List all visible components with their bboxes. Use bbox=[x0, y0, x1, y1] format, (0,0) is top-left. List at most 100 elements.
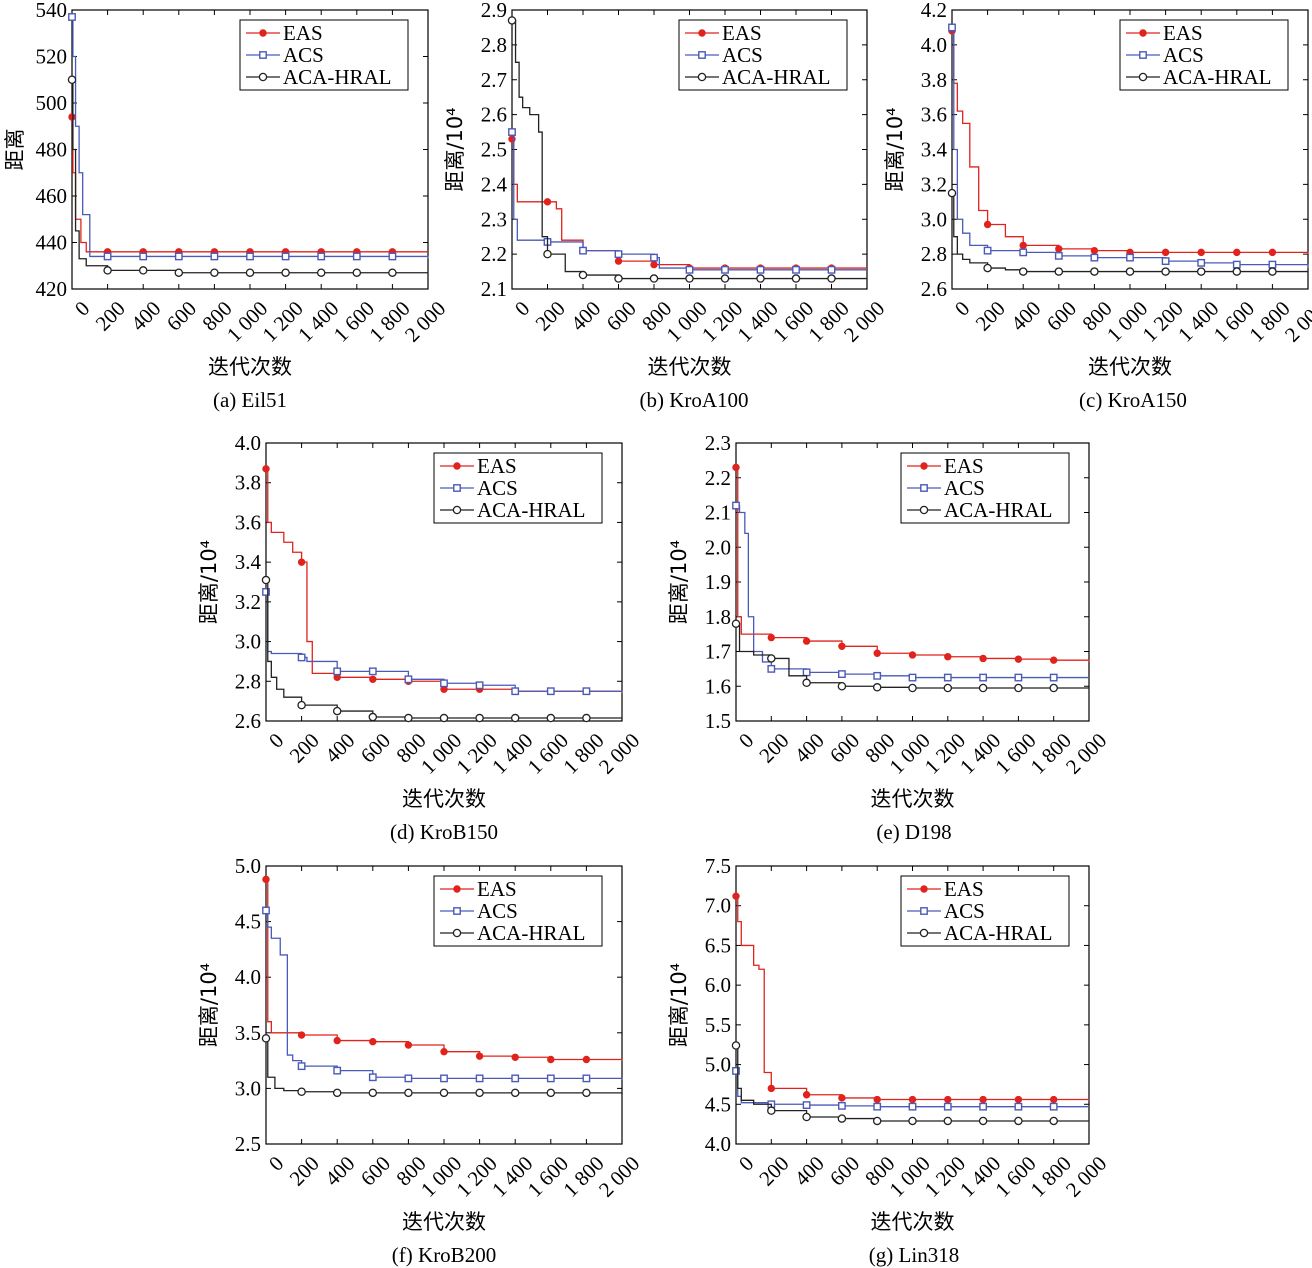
y-tick-label: 2.8 bbox=[481, 33, 507, 57]
y-tick-label: 2.5 bbox=[235, 1132, 261, 1156]
y-tick-label: 2.6 bbox=[921, 277, 947, 301]
series-marker-eas bbox=[614, 257, 623, 265]
x-tick-label: 0 bbox=[510, 296, 534, 320]
x-axis-label: 迭代次数 bbox=[871, 1210, 955, 1234]
series-line-eas bbox=[72, 116, 428, 253]
y-tick-label: 4.0 bbox=[235, 431, 261, 455]
series-marker-aca-hral bbox=[404, 713, 413, 723]
legend-label-aca-hral: ACA-HRAL bbox=[477, 921, 586, 945]
series-marker-eas bbox=[767, 633, 775, 642]
series-marker-eas bbox=[802, 637, 811, 645]
y-tick-label: 5.5 bbox=[705, 1013, 731, 1037]
y-tick-label: 4.5 bbox=[235, 910, 261, 934]
series-marker-acs bbox=[827, 265, 836, 274]
y-tick-label: 2.1 bbox=[705, 501, 731, 525]
series-marker-acs bbox=[333, 667, 342, 676]
series-marker-aca-hral bbox=[1090, 267, 1099, 276]
series-marker-acs bbox=[368, 667, 377, 676]
series-marker-acs bbox=[802, 668, 811, 677]
series-marker-aca-hral bbox=[439, 1088, 449, 1098]
series-marker-aca-hral bbox=[368, 1088, 378, 1098]
x-tick-label: 400 bbox=[790, 728, 829, 767]
series-marker-eas bbox=[767, 1084, 775, 1093]
legend-label-aca-hral: ACA-HRAL bbox=[944, 498, 1053, 522]
subplot-5: 1.51.61.71.81.92.02.12.22.30200400600800… bbox=[667, 431, 1111, 844]
series-marker-eas bbox=[262, 465, 270, 473]
y-tick-label: 3.4 bbox=[921, 138, 948, 162]
x-tick-label: 600 bbox=[602, 296, 641, 335]
legend-label-eas: EAS bbox=[1163, 21, 1203, 45]
x-tick-label: 2 000 bbox=[839, 296, 889, 346]
legend-marker-eas bbox=[453, 885, 461, 893]
y-tick-label: 2.7 bbox=[481, 68, 507, 92]
y-tick-label: 1.6 bbox=[705, 674, 731, 698]
series-marker-eas bbox=[404, 1041, 413, 1049]
series-marker-eas bbox=[1014, 1095, 1023, 1104]
series-marker-aca-hral bbox=[297, 700, 306, 710]
legend-label-eas: EAS bbox=[722, 21, 762, 45]
series-marker-aca-hral bbox=[943, 683, 953, 693]
series-marker-eas bbox=[333, 1036, 341, 1045]
series-marker-eas bbox=[908, 1095, 917, 1104]
series-marker-aca-hral bbox=[1018, 267, 1028, 276]
y-tick-label: 3.0 bbox=[921, 207, 947, 231]
series-marker-aca-hral bbox=[1049, 683, 1058, 693]
legend-label-eas: EAS bbox=[283, 21, 323, 45]
series-marker-acs bbox=[352, 252, 361, 261]
x-tick-label: 2 000 bbox=[594, 728, 644, 778]
series-marker-eas bbox=[732, 892, 740, 900]
x-tick-label: 600 bbox=[356, 728, 395, 767]
y-tick-label: 7.5 bbox=[705, 854, 731, 878]
legend-marker-acs bbox=[698, 51, 706, 59]
legend-marker-aca-hral bbox=[258, 72, 268, 82]
series-marker-aca-hral bbox=[510, 713, 520, 723]
series-marker-eas bbox=[732, 463, 740, 472]
y-axis-label: 距离/10⁴ bbox=[443, 107, 467, 191]
y-tick-label: 3.5 bbox=[235, 1021, 261, 1045]
legend-marker-eas bbox=[453, 462, 461, 470]
x-tick-label: 0 bbox=[950, 296, 974, 320]
series-marker-aca-hral bbox=[1268, 267, 1277, 276]
series-marker-acs bbox=[582, 687, 591, 696]
series-marker-aca-hral bbox=[543, 249, 552, 259]
series-marker-acs bbox=[582, 1074, 591, 1083]
y-tick-label: 6.5 bbox=[705, 933, 731, 957]
series-marker-eas bbox=[582, 1055, 591, 1064]
x-tick-label: 200 bbox=[91, 296, 130, 335]
series-marker-acs bbox=[281, 252, 290, 261]
series-marker-acs bbox=[262, 588, 270, 596]
series-marker-acs bbox=[873, 1102, 882, 1111]
y-tick-label: 2.5 bbox=[481, 138, 507, 162]
legend-label-aca-hral: ACA-HRAL bbox=[1163, 65, 1272, 89]
y-tick-label: 2.9 bbox=[481, 0, 507, 22]
series-marker-acs bbox=[1090, 253, 1099, 262]
series-marker-eas bbox=[1161, 248, 1170, 257]
series-marker-acs bbox=[511, 687, 520, 696]
x-axis-label: 迭代次数 bbox=[402, 787, 486, 811]
series-marker-aca-hral bbox=[582, 713, 591, 723]
series-marker-acs bbox=[614, 250, 623, 259]
series-marker-aca-hral bbox=[1125, 267, 1135, 276]
y-tick-label: 2.3 bbox=[481, 207, 507, 231]
series-marker-eas bbox=[1197, 248, 1205, 257]
series-marker-acs bbox=[650, 253, 658, 262]
series-marker-eas bbox=[547, 1055, 555, 1064]
legend-marker-aca-hral bbox=[452, 928, 462, 938]
x-tick-label: 400 bbox=[126, 296, 165, 335]
series-marker-acs bbox=[404, 675, 413, 684]
y-tick-label: 3.8 bbox=[921, 68, 947, 92]
series-marker-acs bbox=[1049, 1102, 1058, 1111]
series-marker-acs bbox=[767, 664, 776, 673]
legend-label-acs: ACS bbox=[944, 899, 985, 923]
y-tick-label: 6.0 bbox=[705, 973, 731, 997]
series-marker-aca-hral bbox=[767, 1106, 776, 1115]
y-tick-label: 3.6 bbox=[235, 510, 261, 534]
x-tick-label: 2 000 bbox=[400, 296, 450, 346]
series-marker-aca-hral bbox=[297, 1087, 306, 1096]
legend-marker-eas bbox=[920, 885, 928, 893]
series-marker-aca-hral bbox=[103, 266, 112, 275]
y-tick-label: 2.6 bbox=[481, 103, 507, 127]
